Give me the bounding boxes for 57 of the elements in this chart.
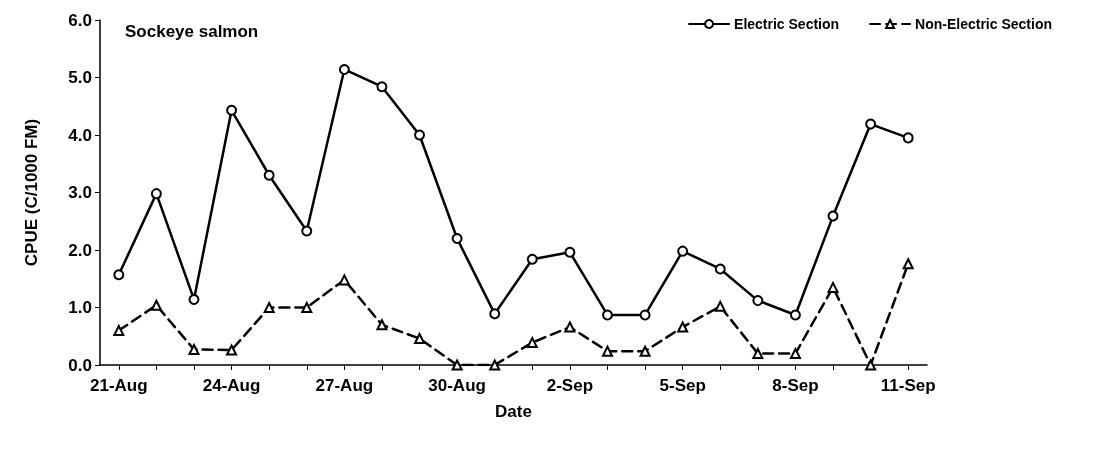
point xyxy=(677,245,689,257)
point xyxy=(827,281,839,293)
x-tick-label: 24-Aug xyxy=(202,376,261,395)
chart-title: Sockeye salmon xyxy=(125,22,259,41)
point xyxy=(865,359,877,371)
x-tick-label: 11-Sep xyxy=(880,376,936,395)
point xyxy=(639,309,651,321)
x-axis-title: Date xyxy=(495,402,532,421)
x-tick-label: 8-Sep xyxy=(772,376,819,395)
point xyxy=(677,321,689,333)
point xyxy=(150,299,162,311)
point xyxy=(564,321,576,333)
y-tick-label: 3.0 xyxy=(68,183,92,202)
point xyxy=(188,343,200,355)
x-tick-label: 5-Sep xyxy=(659,376,706,395)
point xyxy=(263,169,275,181)
y-tick-label: 2.0 xyxy=(68,240,92,260)
point xyxy=(526,253,538,265)
x-tick-label: 30-Aug xyxy=(428,376,486,395)
point xyxy=(902,258,914,270)
x-tick-label: 27-Aug xyxy=(315,376,374,395)
point xyxy=(188,293,200,305)
point xyxy=(226,104,238,116)
point xyxy=(301,225,313,237)
point xyxy=(601,309,613,321)
x-tick-label: 21-Aug xyxy=(89,376,148,395)
point xyxy=(489,308,501,320)
point xyxy=(451,233,463,244)
point xyxy=(714,263,726,275)
point xyxy=(113,269,125,281)
y-tick-label: 6.0 xyxy=(68,10,92,30)
point xyxy=(902,132,914,144)
point xyxy=(150,188,162,200)
legend-label: Electric Section xyxy=(734,16,840,32)
point xyxy=(414,129,426,141)
point xyxy=(451,359,463,371)
point xyxy=(752,295,764,307)
point xyxy=(376,81,388,93)
y-tick-label: 1.0 xyxy=(68,298,92,317)
point xyxy=(865,118,877,130)
point xyxy=(338,63,350,75)
y-axis-title: CPUE (C/1000 FM) xyxy=(22,118,41,267)
point xyxy=(338,274,350,286)
point xyxy=(489,359,501,371)
point xyxy=(827,210,839,222)
point xyxy=(564,246,576,258)
point xyxy=(639,345,651,357)
x-tick-label: 2-Sep xyxy=(546,376,594,395)
y-tick-label: 4.0 xyxy=(68,125,92,145)
legend-label: Non-Electric Section xyxy=(915,16,1052,32)
point xyxy=(714,300,726,312)
point xyxy=(789,309,801,321)
point xyxy=(601,345,613,357)
y-tick-label: 5.0 xyxy=(68,68,92,87)
point xyxy=(226,344,238,356)
y-tick-label: 0.0 xyxy=(68,355,92,375)
point xyxy=(376,319,388,331)
